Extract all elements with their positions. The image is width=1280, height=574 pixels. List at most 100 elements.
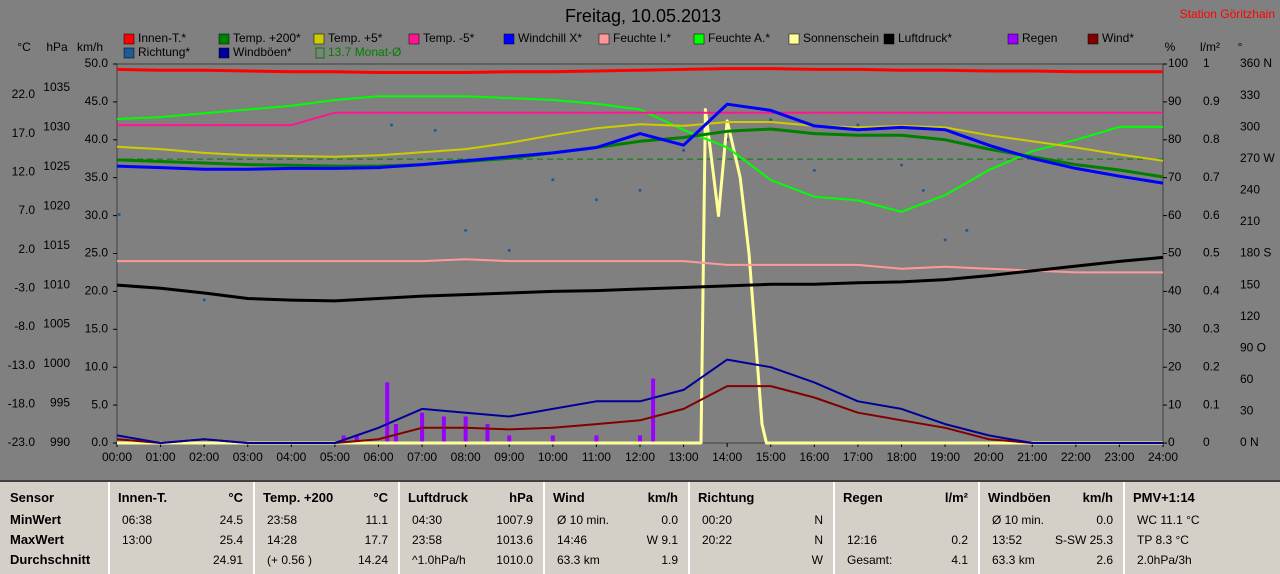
y-tick-label: 210 — [1240, 214, 1260, 228]
axis-label: hPa — [46, 40, 68, 54]
direction-point — [551, 178, 555, 182]
rain-bar — [485, 424, 490, 443]
legend-label: Windchill X* — [518, 31, 582, 45]
y-tick-label: 0.9 — [1203, 94, 1220, 108]
x-tick-label: 14:00 — [712, 450, 742, 464]
chart: Freitag, 10.05.2013 Station Göritzhain °… — [8, 6, 1276, 464]
y-tick-label: 20.0 — [85, 284, 109, 298]
x-tick-label: 11:00 — [582, 450, 611, 464]
y-tick-label: 50 — [1168, 246, 1182, 260]
chart-title: Freitag, 10.05.2013 — [565, 6, 721, 26]
y-tick-label: 0.6 — [1203, 208, 1220, 222]
cell-left: 63.3 km — [992, 553, 1035, 567]
y-tick-label: -13.0 — [8, 358, 36, 372]
y-tick-label: 30.0 — [85, 208, 109, 222]
y-tick-label: 40 — [1168, 284, 1182, 298]
series-line — [117, 258, 1163, 274]
x-tick-label: 12:00 — [625, 450, 655, 464]
y-tick-label: 22.0 — [12, 87, 36, 101]
y-tick-label: 0 N — [1240, 435, 1259, 449]
y-tick-label: 25.0 — [85, 246, 109, 260]
cell-right: 25.4 — [219, 533, 243, 547]
cell-right: 4.1 — [951, 553, 968, 567]
legend-swatch — [313, 33, 325, 45]
row-label: Durchschnitt — [10, 552, 91, 567]
cell-left: 13:52 — [992, 533, 1023, 547]
direction-point — [117, 213, 121, 217]
y-tick-label: 70 — [1168, 170, 1182, 184]
column-header: Richtung — [698, 490, 755, 505]
x-tick-label: 08:00 — [451, 450, 481, 464]
series-line — [116, 127, 1164, 179]
y-tick-label: 180 S — [1240, 246, 1271, 260]
legend-swatch — [123, 47, 135, 59]
cell-right: N — [814, 533, 823, 547]
cell-left: (+ 0.56 ) — [267, 553, 313, 567]
legend-swatch — [503, 33, 515, 45]
y-tick-label: 0.5 — [1203, 246, 1220, 260]
column-unit: °C — [228, 490, 243, 505]
x-tick-label: 01:00 — [146, 450, 176, 464]
y-tick-label: 120 — [1240, 309, 1260, 323]
column-header: PMV+1:14 — [1133, 490, 1195, 505]
legend-swatch — [1087, 33, 1099, 45]
y-tick-label: 0.3 — [1203, 321, 1220, 335]
y-tick-label: 60 — [1168, 208, 1182, 222]
y-tick-label: 15.0 — [85, 321, 109, 335]
x-tick-label: 17:00 — [843, 450, 873, 464]
x-tick-label: 02:00 — [189, 450, 219, 464]
y-tick-label: 10.0 — [85, 359, 109, 373]
y-tick-label: 330 — [1240, 88, 1260, 102]
series-line — [116, 121, 1164, 162]
x-tick-label: 15:00 — [756, 450, 786, 464]
direction-point — [856, 123, 860, 127]
table-column: Innen-T. °C 06:38 24.5 13:00 25.4 24.91 — [108, 482, 253, 574]
y-tick-label: 1020 — [43, 198, 70, 212]
y-tick-label: 240 — [1240, 183, 1260, 197]
y-tick-label: -8.0 — [14, 319, 35, 333]
y-tick-label: 1025 — [43, 159, 70, 173]
rain-bar — [507, 435, 512, 443]
y-tick-label: 5.0 — [91, 397, 108, 411]
legend-label: Sonnenschein — [803, 31, 879, 45]
cell-right: 0.0 — [661, 513, 678, 527]
cell-right: 0.2 — [951, 533, 968, 547]
y-tick-label: 0.8 — [1203, 132, 1220, 146]
rain-bar — [550, 435, 555, 443]
legend-swatch — [1007, 33, 1019, 45]
y-tick-label: 100 — [1168, 56, 1188, 70]
y-tick-label: 90 O — [1240, 340, 1266, 354]
legend-label: Wind* — [1102, 31, 1134, 45]
cell-left: Ø 10 min. — [992, 513, 1045, 527]
x-tick-label: 24:00 — [1148, 450, 1178, 464]
y-tick-label: 0.0 — [91, 435, 108, 449]
y-tick-label: 60 — [1240, 372, 1254, 386]
y-tick-label: 1000 — [43, 356, 70, 370]
y-tick-label: 80 — [1168, 132, 1182, 146]
cell-left: 13:00 — [122, 533, 153, 547]
y-tick-label: 12.0 — [12, 164, 36, 178]
x-tick-label: 10:00 — [538, 450, 568, 464]
series-line — [116, 67, 1163, 74]
direction-point — [638, 188, 642, 192]
row-label: MinWert — [10, 512, 62, 527]
y-tick-label: 1010 — [43, 277, 70, 291]
y-tick-label: 45.0 — [85, 94, 109, 108]
y-tick-label: 10 — [1168, 397, 1182, 411]
plot-area — [116, 63, 1164, 444]
y-tick-label: 0.1 — [1203, 397, 1220, 411]
cell-right: 14.24 — [357, 553, 388, 567]
direction-point — [594, 198, 598, 202]
legend-swatch — [883, 33, 895, 45]
x-tick-label: 06:00 — [363, 450, 393, 464]
cell-left: WC 11.1 °C — [1137, 513, 1200, 527]
y-tick-label: 990 — [50, 435, 70, 449]
x-tick-label: 23:00 — [1104, 450, 1134, 464]
y-tick-label: 1005 — [43, 317, 70, 331]
legend-swatch — [218, 33, 230, 45]
cell-left: 23:58 — [267, 513, 298, 527]
cell-right: W 9.1 — [646, 533, 678, 547]
x-tick-label: 07:00 — [407, 450, 437, 464]
direction-point — [965, 228, 969, 232]
